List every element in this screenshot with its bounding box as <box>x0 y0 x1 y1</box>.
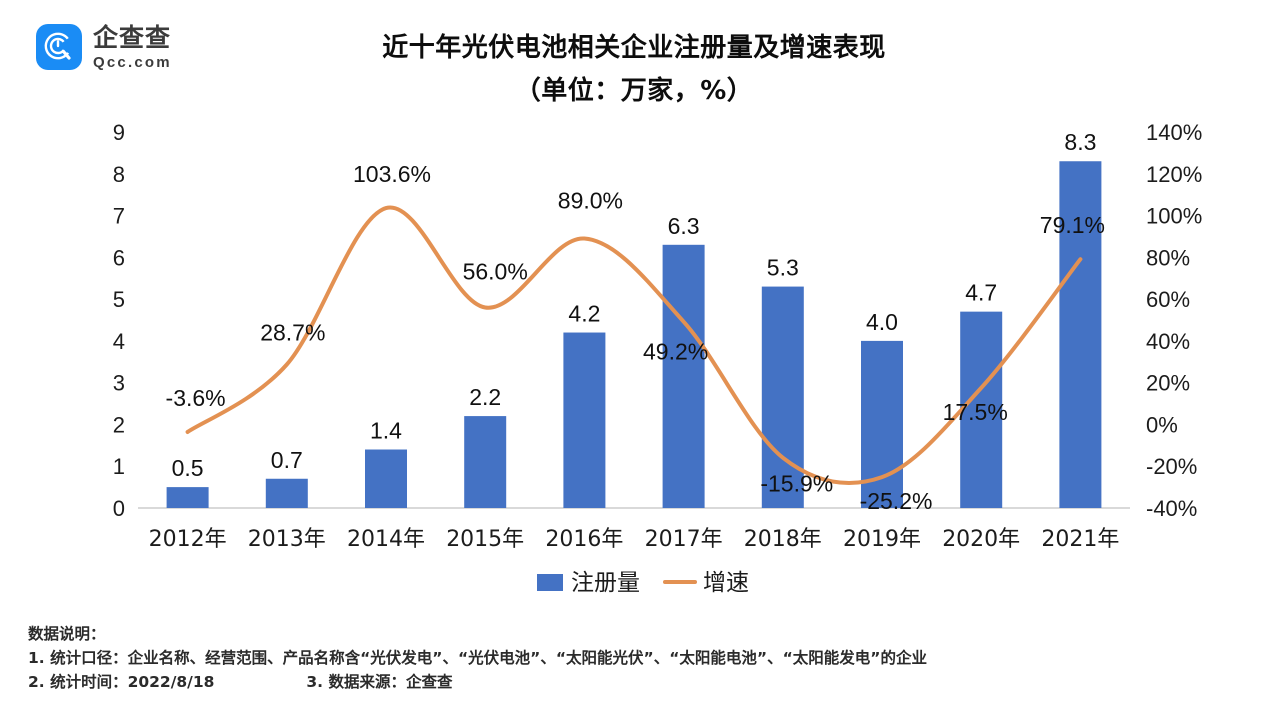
right-axis-tick: 40% <box>1146 329 1190 354</box>
left-axis-tick: 1 <box>113 454 125 479</box>
growth-value-label: -25.2% <box>860 488 933 514</box>
right-axis-tick: 140% <box>1146 120 1202 145</box>
category-label: 2016年 <box>545 527 623 552</box>
bar-value-label: 1.4 <box>370 418 402 444</box>
left-axis-ticks: 0 1 2 3 4 5 6 7 8 9 <box>113 120 125 521</box>
growth-value-label: 79.1% <box>1040 212 1105 238</box>
right-axis-tick: 120% <box>1146 162 1202 187</box>
right-axis-tick: 60% <box>1146 287 1190 312</box>
footnote-item-1: 1. 统计口径：企业名称、经营范围、产品名称含“光伏发电”、“光伏电池”、“太阳… <box>28 649 927 668</box>
category-axis-labels: 2012年 2013年 2014年 2015年 2016年 2017年 2018年 2019年… <box>149 527 1120 552</box>
growth-value-label: -15.9% <box>760 471 833 497</box>
growth-value-label: 89.0% <box>558 188 623 214</box>
growth-value-label: 56.0% <box>463 258 528 284</box>
bar-value-label: 4.7 <box>965 280 997 306</box>
category-label: 2019年 <box>843 527 921 552</box>
left-axis-tick: 4 <box>113 329 125 354</box>
bar <box>1059 161 1102 508</box>
left-axis-tick: 0 <box>113 496 125 521</box>
right-axis-tick: 20% <box>1146 371 1190 396</box>
bar-value-label: 4.2 <box>568 301 600 327</box>
left-axis-tick: 9 <box>113 120 125 145</box>
bar-value-label: 8.3 <box>1064 129 1096 155</box>
left-axis-tick: 6 <box>113 245 125 270</box>
bar-value-label: 2.2 <box>469 384 501 410</box>
brand-name-en: Qcc.com <box>93 53 172 71</box>
right-axis-tick: -20% <box>1146 454 1197 479</box>
category-label: 2021年 <box>1041 527 1119 552</box>
right-axis-tick: -40% <box>1146 496 1197 521</box>
left-axis-tick: 7 <box>113 204 125 229</box>
footnotes: 数据说明： 1. 统计口径：企业名称、经营范围、产品名称含“光伏发电”、“光伏电… <box>28 622 1258 694</box>
category-label: 2014年 <box>347 527 425 552</box>
footnote-heading: 数据说明： <box>28 625 106 643</box>
footnote-item-3: 3. 数据来源：企查查 <box>306 673 453 692</box>
bar-value-label: 4.0 <box>866 309 898 335</box>
right-axis-tick: 80% <box>1146 245 1190 270</box>
bar <box>960 311 1003 508</box>
bar-value-label: 6.3 <box>668 213 700 239</box>
category-label: 2013年 <box>248 527 326 552</box>
left-axis-tick: 2 <box>113 412 125 437</box>
category-label: 2018年 <box>744 527 822 552</box>
growth-value-label: 103.6% <box>353 161 431 187</box>
legend-swatch-bar <box>537 574 563 591</box>
growth-line-series <box>185 205 1083 485</box>
category-label: 2012年 <box>149 527 227 552</box>
bar <box>365 449 407 508</box>
right-axis-ticks: -40% -20% 0% 20% 40% 60% 80% 100% 120% 140% <box>1146 120 1202 521</box>
bar <box>166 487 209 508</box>
growth-value-label: 17.5% <box>943 399 1008 425</box>
growth-value-labels: -3.6% 28.7% 103.6% 56.0% 89.0% 49.2% -15.9% -25… <box>166 161 1105 514</box>
bar <box>265 478 308 508</box>
growth-value-label: 49.2% <box>643 339 708 365</box>
bar-value-label: 0.7 <box>271 447 303 473</box>
chart-legend: 注册量 增速 <box>537 570 749 596</box>
bar-value-labels: 0.5 0.7 1.4 2.2 4.2 6.3 5.3 4.0 4.7 8.3 <box>172 129 1097 481</box>
bar <box>761 286 804 508</box>
brand-wordmark: 企查查 Qcc.com <box>93 25 172 70</box>
category-label: 2015年 <box>446 527 524 552</box>
bar-series <box>166 161 1102 509</box>
bar-value-label: 0.5 <box>172 455 204 481</box>
left-axis-tick: 3 <box>113 371 125 396</box>
category-label: 2020年 <box>942 527 1020 552</box>
growth-value-label: -3.6% <box>166 385 226 411</box>
brand-name-cn: 企查查 <box>93 22 172 52</box>
legend-label: 增速 <box>703 570 749 596</box>
growth-value-label: 28.7% <box>260 319 325 345</box>
left-axis-tick: 8 <box>113 162 125 187</box>
category-label: 2017年 <box>645 527 723 552</box>
bar-value-label: 5.3 <box>767 255 799 281</box>
qcc-logo-icon <box>36 24 82 70</box>
growth-line <box>185 205 1083 485</box>
left-axis-tick: 5 <box>113 287 125 312</box>
brand-logo: 企查查 Qcc.com <box>36 24 172 70</box>
legend-label: 注册量 <box>571 570 640 596</box>
bar <box>464 416 507 508</box>
bar <box>662 244 705 509</box>
bar <box>563 332 606 508</box>
right-axis-tick: 0% <box>1146 412 1178 437</box>
right-axis-tick: 100% <box>1146 204 1202 229</box>
footnote-item-2: 2. 统计时间：2022/8/18 <box>28 673 215 692</box>
